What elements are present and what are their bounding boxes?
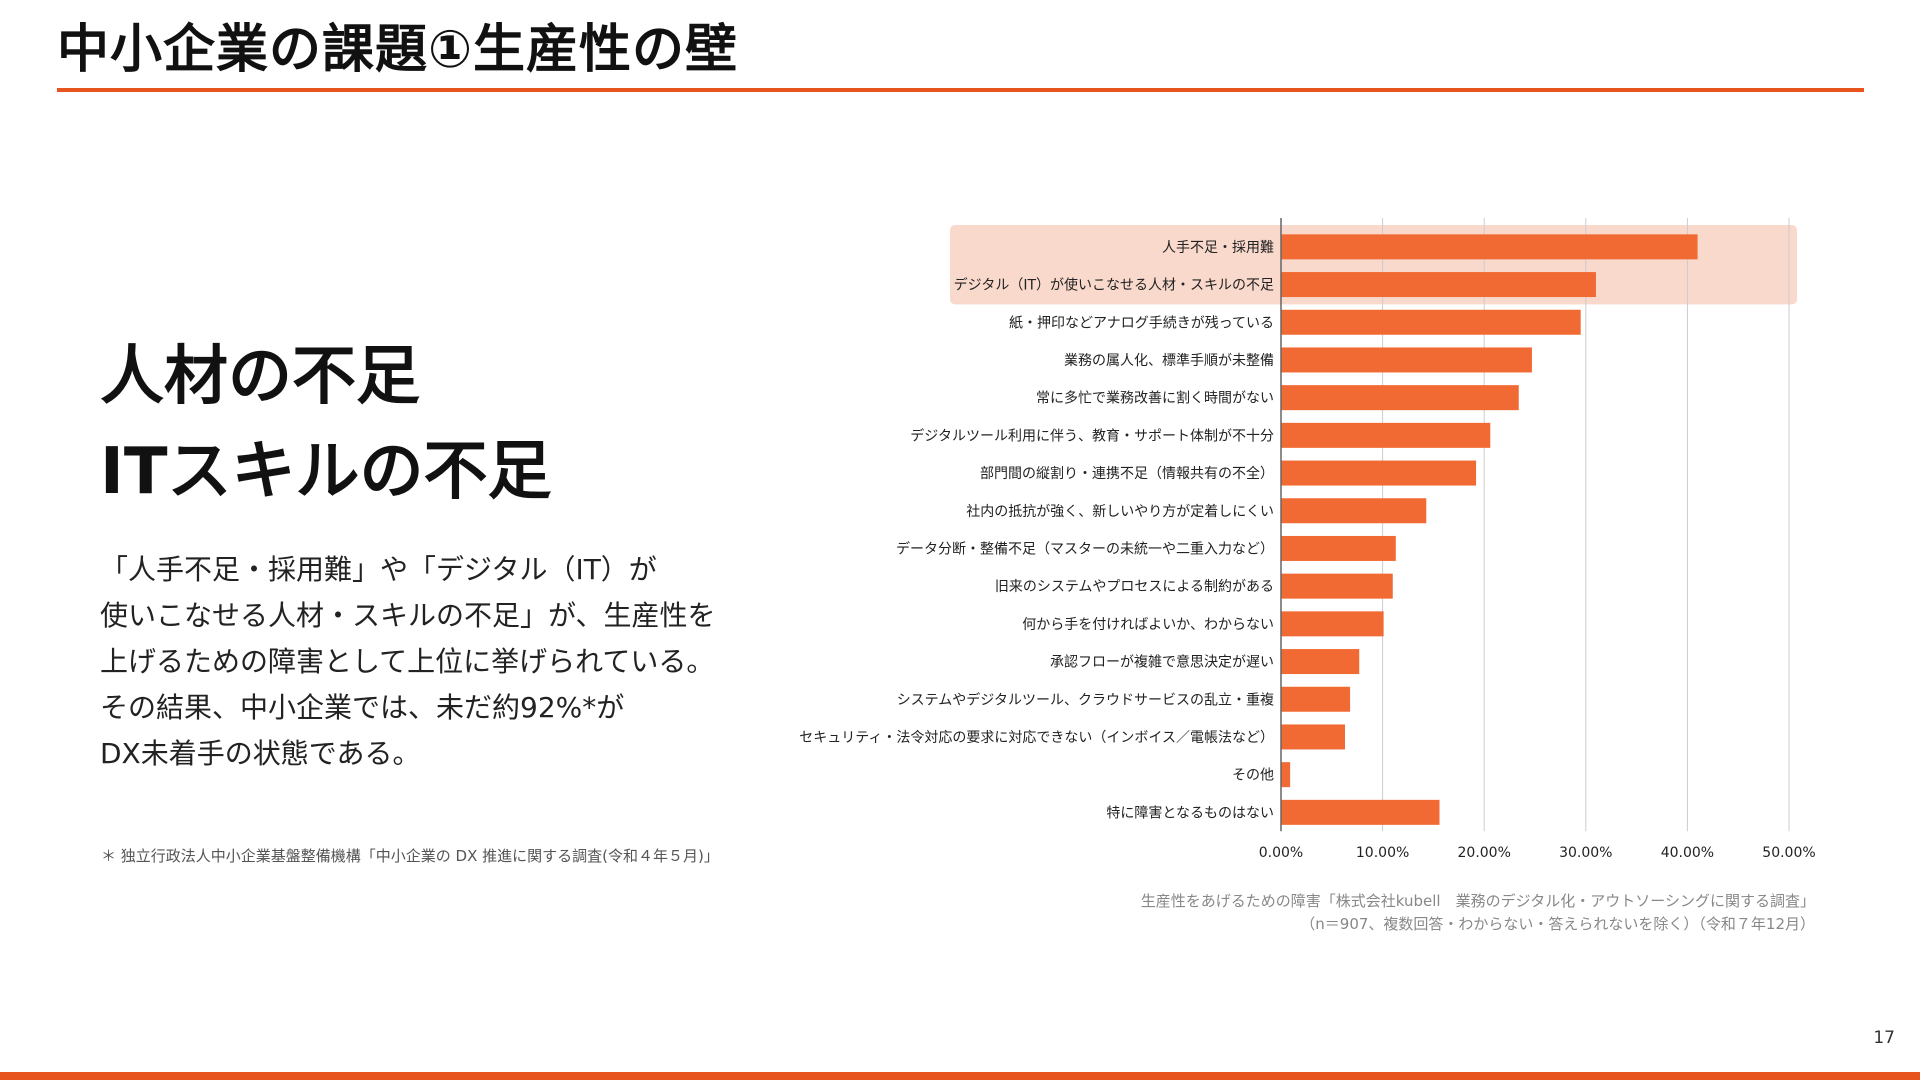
category-label: セキュリティ・法令対応の要求に対応できない（インボイス／電帳法など）	[799, 730, 1274, 746]
x-tick-label: 10.00%	[1356, 845, 1409, 861]
category-label: 業務の属人化、標準手順が未整備	[1064, 353, 1274, 369]
source-line: （n＝907、複数回答・わからない・答えられないを除く）（令和７年12月）	[1300, 915, 1815, 933]
x-tick-label: 0.00%	[1259, 845, 1303, 861]
x-tick-label: 20.00%	[1458, 845, 1511, 861]
bar	[1281, 724, 1346, 750]
page-number: 17	[1873, 1028, 1895, 1048]
bar	[1281, 611, 1384, 637]
bar	[1281, 762, 1291, 788]
slide-title: 中小企業の課題①生産性の壁	[57, 20, 739, 80]
source-line: 生産性をあげるための障害「株式会社kubell 業務のデジタル化・アウトソーシン…	[1140, 892, 1815, 910]
category-label: 社内の抵抗が強く、新しいやり方が定着しにくい	[966, 504, 1274, 520]
bar	[1281, 649, 1360, 675]
category-label: デジタル（IT）が使いこなせる人材・スキルの不足	[954, 277, 1274, 294]
category-label: 人手不足・採用難	[1162, 240, 1274, 256]
category-label: データ分断・整備不足（マスターの未統一や二重入力など）	[896, 540, 1274, 557]
headline-line: ITスキルの不足	[100, 435, 552, 509]
bar	[1281, 422, 1491, 448]
footnote: ＊ 独立行政法人中小企業基盤整備機構「中小企業の DX 推進に関する調査(令和４…	[101, 847, 719, 865]
category-label: 常に多忙で業務改善に割く時間がない	[1036, 390, 1274, 407]
bar	[1281, 272, 1596, 298]
headline: 人材の不足 ITスキルの不足	[100, 330, 551, 520]
category-label: 紙・押印などアナログ手続きが残っている	[1009, 314, 1274, 331]
bar-chart: 0.00% 10.00% 20.00% 30.00% 40.00% 50.00% 人手不足・…	[799, 218, 1816, 861]
bottom-accent-bar	[0, 1072, 1920, 1080]
x-tick-label: 40.00%	[1661, 845, 1714, 861]
chart-source: 生産性をあげるための障害「株式会社kubell 業務のデジタル化・アウトソーシン…	[1141, 890, 1815, 936]
bar	[1281, 535, 1396, 561]
category-label: 何から手を付ければよいか、わからない	[1022, 617, 1274, 633]
x-tick-label: 30.00%	[1559, 845, 1612, 861]
bar	[1281, 573, 1393, 599]
x-tick-label: 50.00%	[1762, 845, 1815, 861]
headline-line: 人材の不足	[100, 340, 420, 414]
category-label: 特に障害となるものはない	[1106, 805, 1274, 821]
category-label: システムやデジタルツール、クラウドサービスの乱立・重複	[897, 691, 1274, 708]
body-line: 上げるための障害として上位に挙げられている。	[100, 645, 715, 678]
bar	[1281, 498, 1427, 524]
bar	[1281, 799, 1440, 825]
body-line: 「人手不足・採用難」や「デジタル（IT）が	[100, 553, 657, 586]
category-label: 承認フローが複雑で意思決定が遅い	[1050, 654, 1274, 671]
title-underline	[57, 88, 1864, 92]
category-label: デジタルツール利用に伴う、教育・サポート体制が不十分	[910, 427, 1274, 444]
bar	[1281, 309, 1581, 335]
category-label: 旧来のシステムやプロセスによる制約がある	[995, 579, 1274, 595]
bar	[1281, 234, 1698, 260]
body-line: 使いこなせる人材・スキルの不足」が、生産性を	[100, 599, 716, 632]
body-line: その結果、中小企業では、未だ約92%*が	[100, 691, 625, 724]
bar	[1281, 460, 1477, 486]
category-label: その他	[1232, 768, 1274, 784]
body-text: 「人手不足・採用難」や「デジタル（IT）が 使いこなせる人材・スキルの不足」が、…	[100, 547, 780, 777]
bar	[1281, 347, 1532, 373]
bar	[1281, 686, 1351, 712]
body-line: DX未着手の状態である。	[100, 737, 421, 770]
category-label: 部門間の縦割り・連携不足（情報共有の不全）	[980, 465, 1274, 482]
bar	[1281, 385, 1519, 411]
